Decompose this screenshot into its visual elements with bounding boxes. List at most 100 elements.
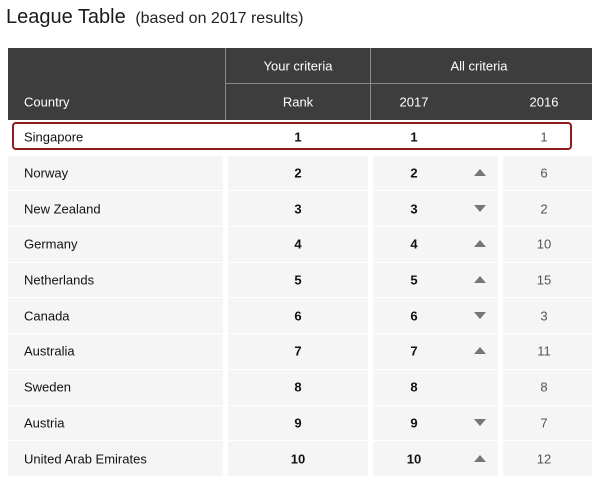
cell-bg <box>228 405 368 441</box>
table-row[interactable]: Germany 4 4 10 <box>8 227 592 263</box>
rank-2017-value: 5 <box>410 272 418 288</box>
rank-2016-value: 2 <box>540 201 548 217</box>
rank-value: 8 <box>294 379 302 395</box>
rank-value: 7 <box>294 343 302 359</box>
rank-2016-value: 7 <box>540 415 548 431</box>
cell-bg <box>8 227 223 262</box>
header-group-all-criteria: All criteria <box>450 58 508 74</box>
cell-bg <box>373 369 498 405</box>
rank-2017-value: 2 <box>410 165 418 181</box>
header-col-rank[interactable]: Rank <box>282 94 314 110</box>
rank-2017-value: 10 <box>406 451 422 467</box>
table-row[interactable]: Australia 7 7 11 <box>8 334 592 370</box>
rank-2016-value: 15 <box>536 272 552 288</box>
page-title: League Table (based on 2017 results) <box>6 6 303 29</box>
cell-bg <box>503 262 592 298</box>
trend-up-icon <box>474 276 486 284</box>
cell-bg <box>228 227 368 262</box>
rank-value: 3 <box>294 201 302 217</box>
header-col-2017[interactable]: 2017 <box>399 94 429 110</box>
rank-2016-value: 8 <box>540 379 548 395</box>
rank-value: 2 <box>294 165 302 181</box>
cell-bg <box>228 298 368 334</box>
table-row[interactable]: Norway 2 2 6 <box>8 155 592 192</box>
table-row[interactable]: United Arab Emirates 10 10 12 <box>8 441 592 477</box>
cell-bg <box>228 334 368 369</box>
rank-2017-value: 7 <box>410 343 418 359</box>
country-name: Sweden <box>24 379 71 395</box>
cell-bg <box>503 298 592 334</box>
country-name: Austria <box>24 415 65 431</box>
table-body: Singapore 1 1 1 Norway 2 2 6 New Zealand… <box>8 120 592 477</box>
cell-bg <box>503 405 592 441</box>
cell-bg <box>503 369 592 405</box>
trend-up-icon <box>474 240 486 248</box>
rank-2017-value: 3 <box>410 201 418 217</box>
rank-value: 10 <box>290 451 306 467</box>
cell-bg <box>228 369 368 405</box>
country-name: United Arab Emirates <box>24 451 147 467</box>
trend-up-icon <box>474 169 486 177</box>
rank-2016-value: 12 <box>536 451 552 467</box>
page-title-text: League Table <box>6 6 126 28</box>
cell-bg <box>8 334 223 369</box>
country-name: New Zealand <box>24 201 101 217</box>
rank-value: 1 <box>294 129 302 145</box>
cell-bg <box>503 191 592 227</box>
league-table: Your criteria All criteria Country Rank … <box>8 48 592 477</box>
rank-2017-value: 6 <box>410 308 418 324</box>
table-row[interactable]: Netherlands 5 5 15 <box>8 262 592 299</box>
country-name: Australia <box>24 343 75 359</box>
rank-value: 5 <box>294 272 302 288</box>
country-name: Germany <box>24 236 78 252</box>
table-row[interactable]: New Zealand 3 3 2 <box>8 191 592 228</box>
header-divider <box>370 48 371 84</box>
rank-2017-value: 1 <box>410 129 418 145</box>
rank-value: 9 <box>294 415 302 431</box>
cell-bg <box>503 227 592 262</box>
header-col-country[interactable]: Country <box>24 94 70 110</box>
country-name: Norway <box>24 165 69 181</box>
page-subtitle: (based on 2017 results) <box>135 10 304 27</box>
country-name: Canada <box>24 308 70 324</box>
cell-bg <box>228 262 368 298</box>
trend-up-icon <box>474 454 486 463</box>
header-divider <box>225 83 592 84</box>
cell-bg <box>503 334 592 369</box>
highlight-outline <box>12 122 572 150</box>
cell-bg <box>8 191 223 227</box>
rank-2016-value: 6 <box>540 165 548 181</box>
cell-bg <box>8 298 223 334</box>
header-divider <box>225 48 226 84</box>
table-row[interactable]: Singapore 1 1 1 <box>8 120 592 156</box>
table-row[interactable]: Canada 6 6 3 <box>8 298 592 335</box>
header-col-2016[interactable]: 2016 <box>529 94 559 110</box>
rank-2016-value: 11 <box>537 343 551 359</box>
cell-bg <box>228 155 368 191</box>
rank-2016-value: 1 <box>540 129 548 145</box>
trend-down-icon <box>474 204 486 213</box>
trend-down-icon <box>474 311 486 320</box>
cell-bg <box>503 155 592 191</box>
header-column-row: Country Rank 2017 2016 <box>8 84 592 120</box>
rank-2017-value: 9 <box>410 415 418 431</box>
cell-bg <box>8 369 223 405</box>
rank-2017-value: 4 <box>410 236 418 252</box>
rank-2017-value: 8 <box>410 379 418 395</box>
table-row[interactable]: Sweden 8 8 8 <box>8 369 592 406</box>
trend-up-icon <box>474 347 486 355</box>
header-divider <box>225 84 226 120</box>
trend-down-icon <box>474 418 486 427</box>
country-name: Netherlands <box>24 272 95 288</box>
cell-bg <box>8 155 223 191</box>
header-group-your-criteria: Your criteria <box>263 58 333 74</box>
header-group-row: Your criteria All criteria <box>8 48 592 84</box>
header-divider <box>370 84 371 120</box>
rank-value: 6 <box>294 308 302 324</box>
rank-2016-value: 3 <box>540 308 548 324</box>
country-name: Singapore <box>24 129 84 145</box>
table-row[interactable]: Austria 9 9 7 <box>8 405 592 442</box>
cell-bg <box>228 191 368 227</box>
rank-2016-value: 10 <box>536 236 552 252</box>
cell-bg <box>8 262 223 298</box>
